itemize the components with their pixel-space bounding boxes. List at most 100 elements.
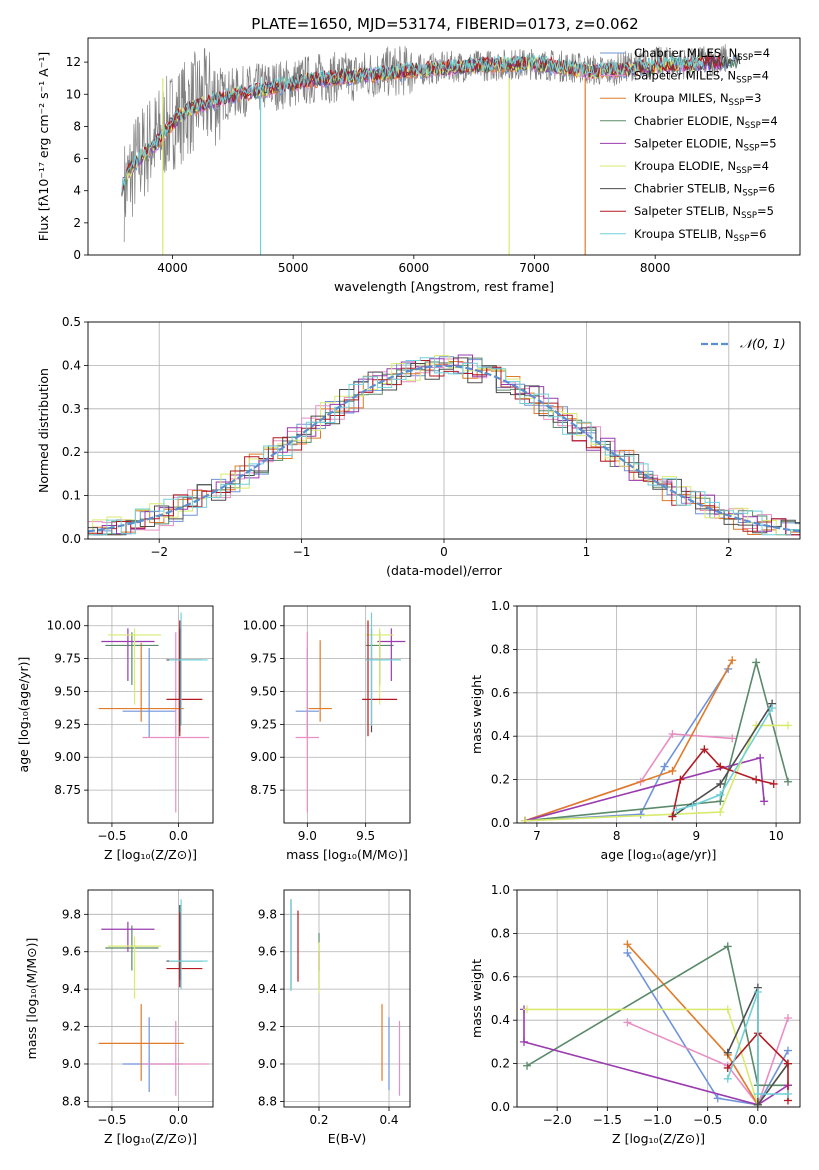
x-tick-label: 9	[693, 829, 701, 843]
y-tick-label: 9.75	[250, 652, 277, 666]
weight-marker	[668, 766, 677, 775]
y-tick-label: 0.2	[62, 445, 81, 459]
weight_vs_age-axes: 7 8 9 10 0.0 0.2 0.4 0.6 0.8 1.0 age [log₁₀(age/yr…	[469, 599, 800, 862]
weight-line	[524, 659, 789, 822]
weight-line	[727, 1032, 789, 1101]
weight-line	[523, 1009, 789, 1106]
x-axis-label: age [log₁₀(age/yr)]	[601, 847, 717, 862]
weight-marker	[623, 948, 632, 957]
age_vs_mass-plot	[295, 612, 406, 813]
weight-marker	[523, 1061, 532, 1070]
y-tick-label: 9.4	[258, 982, 277, 996]
x-tick-label: 0.4	[379, 1113, 398, 1127]
y-axis-label: mass weight	[469, 959, 484, 1038]
y-tick-label: 9.8	[62, 907, 81, 921]
y-tick-label: 4	[73, 184, 81, 198]
weight-marker	[760, 797, 769, 806]
x-tick-label: 9.0	[298, 829, 317, 843]
y-tick-label: 10.00	[243, 619, 277, 633]
x-tick-label: −0.5	[97, 1113, 126, 1127]
legend-label: Salpeter ELODIE, NSSP=5	[634, 136, 777, 153]
y-tick-label: 12	[66, 55, 81, 69]
y-axis-label: Flux [fλ10⁻¹⁷ erg cm⁻² s⁻¹ A⁻¹]	[36, 52, 51, 241]
spectrum-axes: 4000 5000 6000 7000 8000 0 2 4 6 8 10 12 wavelength …	[36, 52, 670, 294]
y-tick-label: 9.25	[250, 717, 277, 731]
weight_vs_Z-frame	[516, 889, 801, 1108]
spectrum-legend: Chabrier MILES, NSSP=4 Salpeter MILES, NS…	[600, 46, 778, 244]
x-axis-label: E(B-V)	[328, 1131, 367, 1146]
weight-marker	[784, 721, 793, 730]
weight-marker	[756, 753, 765, 762]
x-tick-label: 10	[768, 829, 783, 843]
y-tick-label: 0.2	[491, 773, 510, 787]
y-tick-label: 9.25	[54, 717, 81, 731]
y-tick-label: 0.0	[491, 816, 510, 830]
age_vs_Z-plot	[98, 612, 210, 813]
weight-marker	[784, 777, 793, 786]
weight-line	[524, 668, 729, 822]
legend-label: Kroupa MILES, NSSP=3	[634, 91, 761, 108]
weight-marker	[783, 1089, 792, 1098]
weight-marker	[716, 790, 725, 799]
mass_vs_Z-frame	[87, 889, 214, 1108]
x-tick-label: 5000	[278, 261, 309, 275]
y-axis-label: mass weight	[469, 675, 484, 754]
x-tick-label: −1.0	[643, 1113, 672, 1127]
x-axis-label: wavelength [Angstrom, rest frame]	[334, 279, 554, 294]
x-tick-label: 0	[440, 545, 448, 559]
weight-marker	[713, 1094, 722, 1103]
weight-marker	[623, 940, 632, 949]
x-tick-label: −2	[150, 545, 168, 559]
x-tick-label: 1	[583, 545, 591, 559]
weight-marker	[723, 1005, 732, 1014]
residuals-frame	[87, 321, 801, 540]
x-axis-label: mass [log₁₀(M/M⊙)]	[286, 847, 408, 862]
weight-marker	[783, 1059, 792, 1068]
legend-label: Chabrier ELODIE, NSSP=4	[634, 114, 778, 131]
y-tick-label: 0.0	[491, 1100, 510, 1114]
y-tick-label: 0.4	[62, 358, 81, 372]
y-tick-label: 9.2	[258, 1020, 277, 1034]
y-tick-label: 0.0	[62, 532, 81, 546]
x-axis-label: (data-model)/error	[386, 563, 503, 578]
y-tick-label: 10	[66, 87, 81, 101]
y-tick-label: 0.1	[62, 489, 81, 503]
y-axis-label: mass [log₁₀(M/M⊙)]	[24, 938, 39, 1060]
y-tick-label: 0.6	[491, 970, 510, 984]
weight-marker	[728, 656, 737, 665]
legend-label: Salpeter MILES, NSSP=4	[634, 69, 769, 86]
weight-marker	[520, 816, 529, 823]
y-tick-label: 0.2	[491, 1057, 510, 1071]
weight-marker	[783, 1014, 792, 1023]
y-tick-label: 9.8	[258, 907, 277, 921]
spectrum-plot	[121, 44, 741, 255]
weight-marker	[716, 779, 725, 788]
x-tick-label: 0.0	[748, 1113, 767, 1127]
y-tick-label: 1.0	[491, 883, 510, 897]
y-tick-label: 8.75	[250, 783, 277, 797]
y-tick-label: 9.2	[62, 1020, 81, 1034]
y-tick-label: 9.50	[54, 684, 81, 698]
weight-marker	[753, 1100, 762, 1107]
normal-curve	[88, 364, 800, 533]
legend-label: Kroupa STELIB, NSSP=6	[634, 227, 766, 244]
x-tick-label: −0.5	[97, 829, 126, 843]
mass_vs_Z-axes: −0.5 0.0 8.8 9.0 9.2 9.4 9.6 9.8 Z [log₁₀(Z/Z⊙)]…	[24, 890, 213, 1146]
weight_vs_age-frame	[516, 605, 801, 824]
x-tick-label: 0.0	[169, 1113, 188, 1127]
x-tick-label: 7000	[519, 261, 550, 275]
y-tick-label: 9.75	[54, 652, 81, 666]
legend-label: Chabrier STELIB, NSSP=6	[634, 182, 775, 199]
x-tick-label: 4000	[157, 261, 188, 275]
x-tick-label: −2.0	[543, 1113, 572, 1127]
y-tick-label: 0	[73, 248, 81, 262]
y-tick-label: 8	[73, 119, 81, 133]
y-tick-label: 0.5	[62, 315, 81, 329]
y-tick-label: 8.8	[62, 1094, 81, 1108]
x-axis-label: Z [log₁₀(Z/Z⊙)]	[104, 1131, 197, 1146]
weight-marker	[668, 730, 677, 739]
residuals-axes: −2 −1 0 1 2 0.0 0.1 0.2 0.3 0.4 0.5 (data-model)/er…	[36, 315, 800, 578]
weight_vs_Z-plot	[520, 940, 792, 1107]
weight-marker	[716, 808, 725, 817]
